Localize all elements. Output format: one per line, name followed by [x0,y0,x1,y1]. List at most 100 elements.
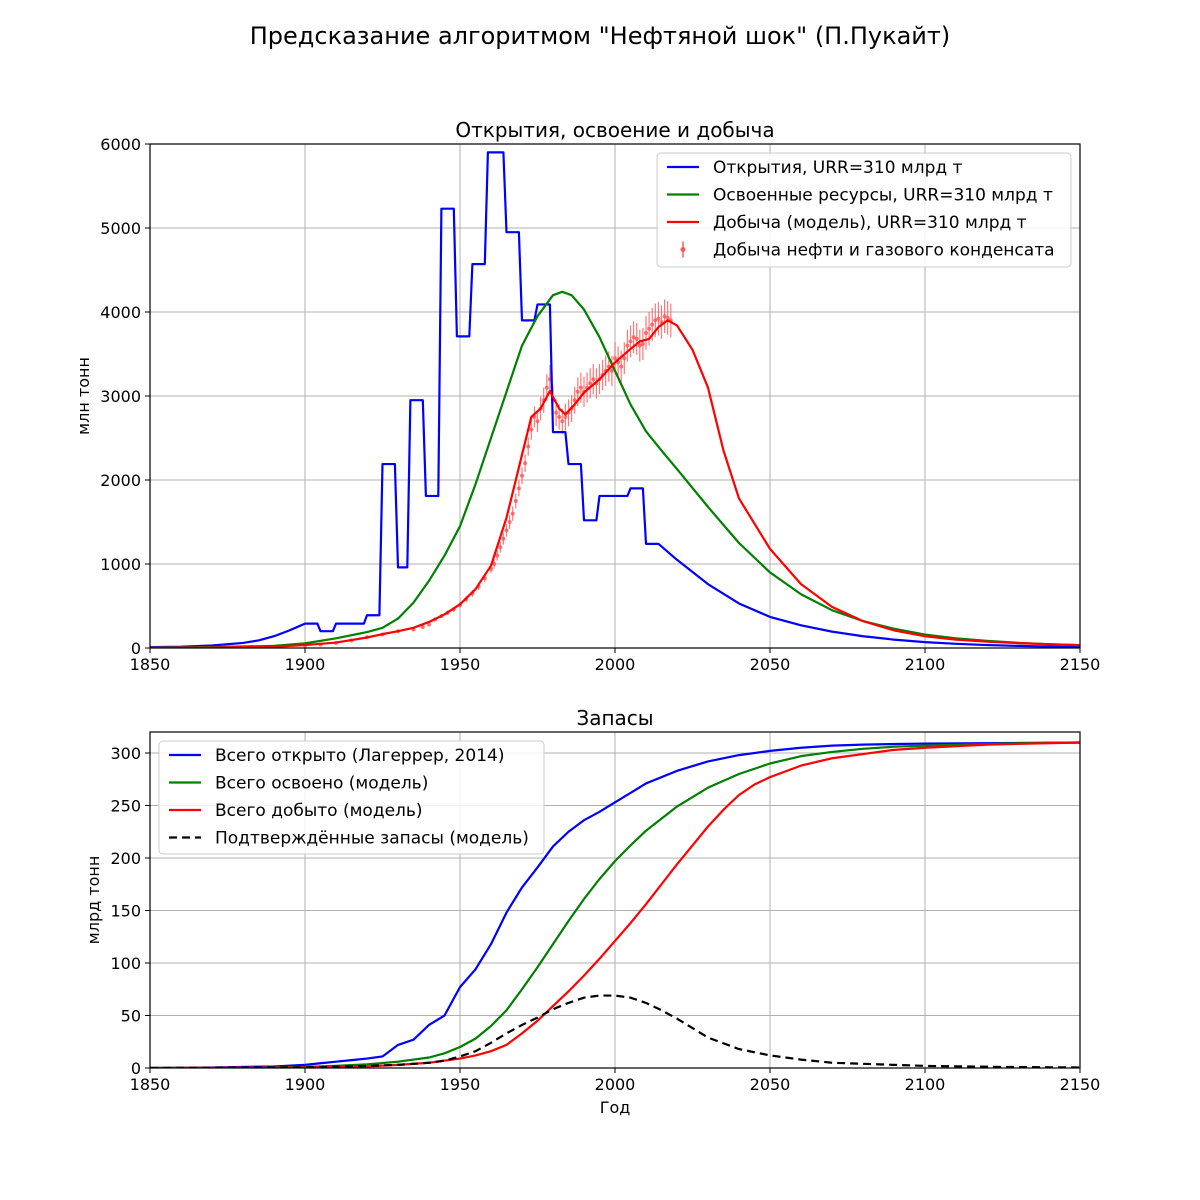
y-tick-label: 5000 [100,219,141,238]
data-point [557,415,562,419]
data-point [523,461,528,466]
y-axis-label-reserves: млрд тонн [84,856,103,945]
data-point [507,520,512,524]
data-point [622,356,627,361]
figure-title: Предсказание алгоритмом "Нефтяной шок" (… [250,22,951,50]
legend-label: Добыча нефти и газового конденсата [713,241,1055,261]
data-point [575,389,580,394]
data-point [510,511,515,516]
x-tick-label: 1850 [130,655,171,674]
y-tick-label: 2000 [100,471,141,490]
data-point [492,562,497,566]
x-tick-label: 2050 [750,655,791,674]
legend: Всего открыто (Лагеррер, 2014) Всего осво… [158,740,545,855]
data-point [535,419,540,424]
errorbar-series-observed [303,299,673,648]
data-point [554,410,559,415]
data-point [647,326,652,331]
data-point [591,377,596,382]
y-tick-label: 0 [131,639,141,658]
x-tick-label: 2000 [595,655,636,674]
data-point [504,528,509,533]
axes-frame [149,143,1081,649]
data-point [578,385,583,390]
data-point [529,427,534,432]
x-tick-label: 1900 [285,655,326,674]
data-point [588,381,593,386]
x-tick-label: 1900 [285,1075,326,1094]
data-point [572,398,577,403]
y-tick-label: 4000 [100,303,141,322]
y-tick-label: 50 [121,1007,141,1026]
data-point [498,545,503,550]
y-tick-label: 100 [110,954,141,973]
data-point [656,316,661,321]
x-tick-label: 1950 [440,1075,481,1094]
legend-label: Всего освоено (модель) [215,774,428,794]
y-tick-label: 6000 [100,135,141,154]
legend-label: Всего добыто (модель) [215,801,423,821]
legend-label: Освоенные ресурсы, URR=310 млрд т [713,186,1053,206]
x-tick-label: 2150 [1060,655,1101,674]
data-point [520,473,524,478]
plot-area [150,741,1080,1068]
data-point [516,486,521,491]
y-tick-label: 300 [110,744,141,763]
data-point [501,536,506,541]
data-point [619,364,624,369]
x-tick-label: 2100 [905,1075,946,1094]
data-point [631,335,636,340]
data-point [640,341,645,346]
data-point [650,322,655,327]
series-line-0 [150,151,1080,648]
data-point [644,331,648,335]
series-line-3 [150,994,1080,1068]
legend-label: Всего открыто (Лагеррер, 2014) [215,746,504,766]
data-point [513,499,518,503]
x-tick-label: 1950 [440,655,481,674]
axes-frame [149,731,1081,1069]
data-point [420,625,425,629]
x-tick-label: 2000 [595,1075,636,1094]
data-point [634,336,639,341]
x-tick-label: 2100 [905,655,946,674]
y-tick-label: 1000 [100,555,141,574]
y-axis-label-production: млн тонн [74,357,93,435]
legend-label: Подтверждённые запасы (модель) [215,829,529,849]
series-line-2 [150,319,1080,648]
legend-marker [680,247,686,252]
data-point [662,314,667,319]
data-point [637,343,642,348]
data-point [560,419,565,424]
legend-box [158,740,545,855]
data-point [665,315,670,320]
data-point [628,339,633,344]
legend: Открытия, URR=310 млрд т Освоенные ресурс… [656,152,1072,268]
legend-box [656,152,1072,268]
y-tick-label: 3000 [100,387,141,406]
data-point [653,318,658,323]
legend-label: Добыча (модель), URR=310 млрд т [713,213,1027,233]
panel-discoveries-production: Открытия, освоение и добыча млн тонн 185… [74,118,1100,674]
data-point [609,368,614,373]
data-point [495,553,500,558]
panel-title-discoveries: Открытия, освоение и добыча [455,118,774,142]
data-point [526,444,531,449]
x-tick-label: 2050 [750,1075,791,1094]
series-line-0 [150,741,1080,1068]
x-tick-label: 2150 [1060,1075,1101,1094]
panel-title-reserves: Запасы [576,706,653,730]
y-tick-label: 0 [131,1059,141,1078]
data-point [613,356,617,361]
y-tick-label: 150 [110,902,141,921]
legend-label: Открытия, URR=310 млрд т [713,158,963,178]
y-tick-label: 200 [110,849,141,868]
data-point [544,385,549,390]
x-axis-label-year: Год [600,1098,631,1117]
plot-area [150,151,1080,648]
x-tick-label: 1850 [130,1075,171,1094]
panel-reserves: Запасы млрд тонн Год 1850 1900 1950 2000 205… [84,706,1100,1117]
series-line-1 [150,741,1080,1068]
